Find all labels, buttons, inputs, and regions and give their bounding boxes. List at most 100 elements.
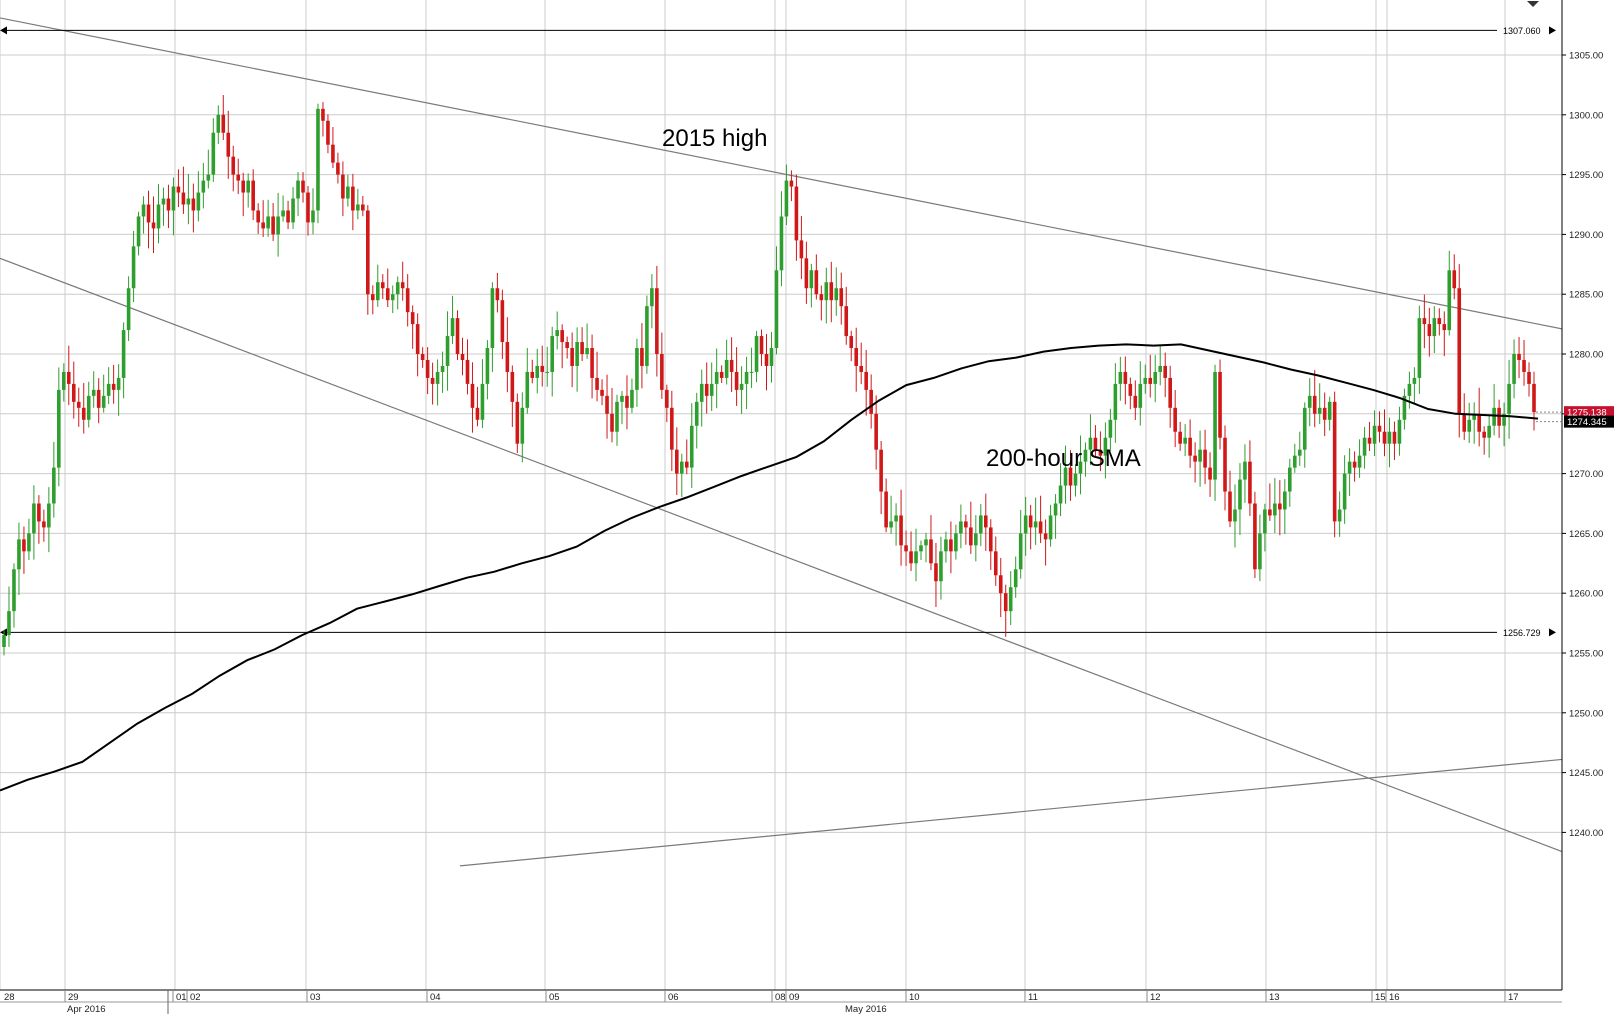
candle-body xyxy=(1492,407,1496,426)
y-tick-label: 1295.00 xyxy=(1569,170,1603,181)
candle-body xyxy=(979,515,983,534)
candle-body xyxy=(1312,395,1317,414)
candle-body xyxy=(829,282,834,301)
candle-body xyxy=(1407,383,1412,396)
candle-body xyxy=(346,186,350,199)
candle-body xyxy=(261,222,265,229)
candle-body xyxy=(281,210,285,217)
candle-body xyxy=(615,401,619,432)
candle-body xyxy=(241,180,246,193)
candle-body xyxy=(635,348,639,390)
annotations: 2015 high 200-hour SMA xyxy=(662,125,1141,472)
candle-body xyxy=(988,527,993,552)
candle-body xyxy=(1397,419,1402,444)
candle-body xyxy=(196,192,201,211)
candle-body xyxy=(1073,473,1078,486)
candle-body xyxy=(1223,437,1227,492)
candle-body xyxy=(430,377,435,384)
candle-body xyxy=(161,198,166,205)
candle-body xyxy=(1168,377,1172,408)
candle-body xyxy=(1123,371,1128,384)
candle-body xyxy=(799,240,804,259)
candle-body xyxy=(764,354,769,366)
candle-body xyxy=(1193,455,1197,462)
candle-body xyxy=(7,611,11,636)
candle-body xyxy=(998,575,1003,594)
trendline xyxy=(0,257,1563,853)
sma-layer xyxy=(0,343,1539,792)
candle-body xyxy=(12,569,16,612)
candle-body xyxy=(291,198,295,223)
candle-body xyxy=(385,288,390,301)
candle-body xyxy=(1432,318,1437,337)
candle-body xyxy=(495,288,500,301)
y-tick-label: 1265.00 xyxy=(1569,529,1603,540)
candle-body xyxy=(1442,324,1447,331)
candle-body xyxy=(420,354,425,360)
candle-body xyxy=(1263,509,1267,534)
x-tick-label: 09 xyxy=(789,992,800,1003)
candle-body xyxy=(650,288,654,307)
candle-body xyxy=(839,288,844,307)
candle-body xyxy=(505,342,510,372)
candle-body xyxy=(789,180,794,187)
candle-body xyxy=(81,407,86,420)
x-tick-label: 08 xyxy=(775,992,786,1003)
candle-body xyxy=(1093,437,1098,450)
candle-body xyxy=(311,210,315,223)
candle-body xyxy=(301,180,305,193)
candle-body xyxy=(694,401,699,426)
candle-body xyxy=(684,461,689,468)
candle-body xyxy=(445,336,450,366)
candle-body xyxy=(2,635,6,648)
level-value-label: 1307.060 xyxy=(1503,26,1541,36)
candle-body xyxy=(116,377,121,390)
y-tick-label: 1310.00 xyxy=(1569,0,1603,2)
x-tick-label: 17 xyxy=(1508,992,1519,1003)
candle-body xyxy=(1337,509,1342,522)
candle-body xyxy=(689,425,694,468)
candle-body xyxy=(256,210,260,223)
sma-value-tag xyxy=(1564,415,1614,428)
candle-body xyxy=(1128,383,1133,396)
candle-body xyxy=(480,383,485,420)
candle-body xyxy=(1367,437,1372,444)
candle-body xyxy=(42,521,46,528)
candle-body xyxy=(191,198,196,211)
x-tick-label: 11 xyxy=(1028,992,1038,1003)
scroll-arrow-icon[interactable] xyxy=(1527,1,1539,7)
candle-body xyxy=(171,186,176,211)
candle-body xyxy=(794,186,799,241)
candle-body xyxy=(251,180,255,211)
y-tick-label: 1285.00 xyxy=(1569,290,1603,301)
candle-body xyxy=(555,330,559,337)
candle-body xyxy=(1357,455,1362,468)
candle-body xyxy=(460,354,465,360)
candle-body xyxy=(1053,503,1058,516)
x-tick-label: 16 xyxy=(1389,992,1400,1003)
candle-body xyxy=(749,371,754,373)
annotation-200-hour-sma: 200-hour SMA xyxy=(986,445,1141,472)
candle-body xyxy=(1153,371,1158,384)
candle-body xyxy=(316,108,320,211)
candle-body xyxy=(729,359,734,372)
candle-body xyxy=(769,348,774,366)
candle-body xyxy=(1143,377,1148,384)
candle-body xyxy=(1108,419,1113,438)
candle-body xyxy=(929,539,933,564)
candle-body xyxy=(679,461,684,474)
candle-body xyxy=(944,539,948,552)
candle-body xyxy=(440,365,445,372)
candle-body xyxy=(57,389,61,468)
candle-body xyxy=(1377,425,1382,432)
candle-body xyxy=(1287,467,1292,492)
x-tick-label: 06 xyxy=(668,992,679,1003)
candle-body xyxy=(1427,324,1432,337)
candle-body xyxy=(869,389,873,414)
candle-body xyxy=(1113,383,1118,420)
month-label: Apr 2016 xyxy=(67,1004,106,1014)
candle-body xyxy=(1472,413,1476,420)
candle-body xyxy=(126,288,131,331)
candle-body xyxy=(425,359,430,378)
